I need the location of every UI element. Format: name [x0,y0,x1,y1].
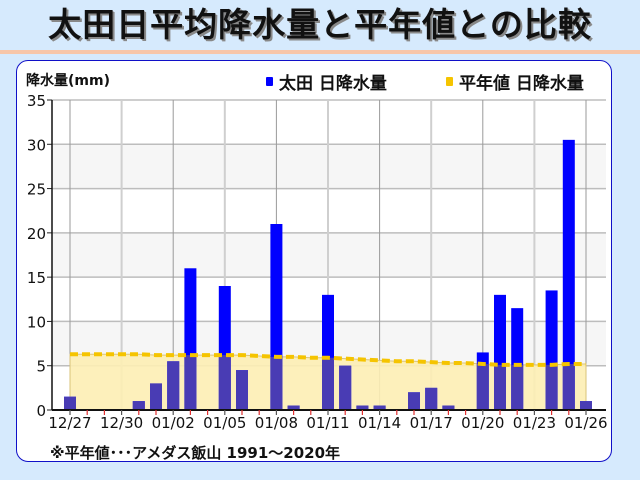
x-tick-label: 01/02 [152,414,195,432]
x-tick-label: 01/05 [203,414,246,432]
y-tick-label: 25 [27,181,46,199]
bar-overlap [339,365,352,410]
bar-overlap [425,387,438,410]
bar-overlap [545,364,558,410]
legend-swatch-yellow-icon [446,77,453,86]
x-tick-label: 12/27 [48,414,91,432]
title-divider [0,50,640,54]
y-tick-label: 35 [27,92,46,110]
bar-actual [562,139,575,410]
y-tick-label: 10 [27,313,46,331]
footnote: ※平年値･･･アメダス飯山 1991〜2020年 [50,444,341,462]
bar-overlap [511,364,524,410]
bar-overlap [236,370,248,410]
x-tick-label: 01/23 [513,414,556,432]
x-tick-label: 01/08 [255,414,298,432]
legend-swatch-blue-icon [266,77,273,86]
x-tick-label: 12/30 [100,414,143,432]
y-axis-label: 降水量(mm) [26,73,110,89]
bar-overlap [132,401,145,410]
bar-overlap [476,363,489,410]
y-tick-label: 0 [36,402,46,420]
bar-overlap [373,405,386,410]
bar-overlap [356,405,369,410]
bar-overlap [167,361,180,410]
bar-overlap [442,405,455,410]
legend-item-actual: 太田 日降水量 [266,69,387,94]
x-tick-label: 01/14 [358,414,401,432]
bar-overlap [494,364,506,410]
bar-overlap [184,355,197,410]
legend-item-normal: 平年値 日降水量 [446,69,584,94]
y-tick-label: 5 [36,358,46,376]
normal-line [70,352,586,367]
y-tick-label: 15 [27,269,46,287]
bar-overlap [408,392,420,410]
x-tick-label: 01/11 [306,414,349,432]
bar-overlap [580,401,592,410]
bar-overlap [218,355,231,410]
y-tick-label: 30 [27,136,46,154]
legend-label-actual: 太田 日降水量 [279,74,387,94]
bar-overlap [322,357,334,410]
bar-overlap [270,356,283,410]
legend-label-normal: 平年値 日降水量 [459,74,584,94]
bar-overlap [150,383,162,410]
bar-overlap [562,363,575,410]
bar-overlap [287,405,300,410]
bar-overlap [64,396,76,410]
x-tick-label: 01/20 [461,414,504,432]
chart-title: 太田日平均降水量と平年値との比較 [48,5,592,44]
x-tick-label: 01/26 [564,414,607,432]
y-tick-label: 20 [27,225,46,243]
x-tick-label: 01/17 [410,414,453,432]
